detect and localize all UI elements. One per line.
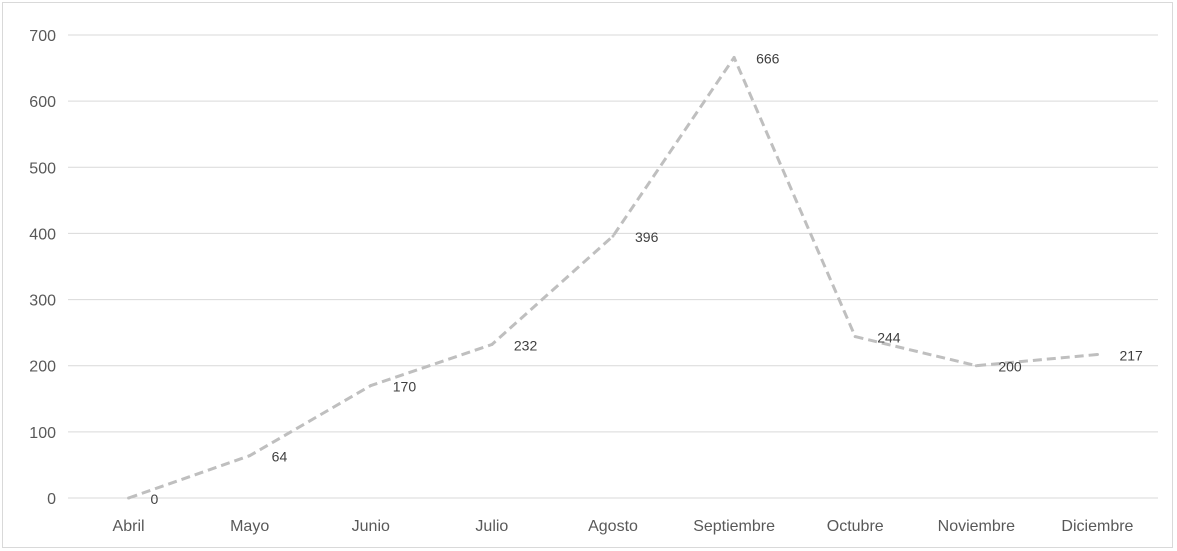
y-tick-label: 600 <box>29 94 56 111</box>
x-tick-label: Septiembre <box>693 518 775 535</box>
x-tick-label: Mayo <box>230 518 269 535</box>
data-label: 244 <box>877 330 901 346</box>
y-tick-label: 400 <box>29 226 56 243</box>
y-tick-label: 500 <box>29 160 56 177</box>
x-axis-tick-labels: Abril Mayo Junio Julio Agosto Septiembre Octub… <box>113 518 1134 535</box>
data-label: 170 <box>393 379 417 395</box>
data-labels: 0 64 170 232 396 666 244 200 217 <box>151 50 1143 507</box>
x-tick-label: Agosto <box>588 518 638 535</box>
x-tick-label: Octubre <box>827 518 884 535</box>
data-point <box>974 364 978 368</box>
data-label: 200 <box>998 359 1022 375</box>
data-point <box>369 384 373 388</box>
y-tick-label: 700 <box>29 28 56 45</box>
x-tick-label: Junio <box>352 518 390 535</box>
data-label: 0 <box>151 491 159 507</box>
data-point <box>611 234 615 238</box>
data-label: 232 <box>514 338 538 354</box>
data-point <box>127 496 131 500</box>
data-point <box>732 55 736 59</box>
x-tick-label: Noviembre <box>938 518 1015 535</box>
y-axis-tick-labels: 0 100 200 300 400 500 600 700 <box>29 28 56 508</box>
y-tick-label: 0 <box>47 491 56 508</box>
x-tick-label: Diciembre <box>1061 518 1133 535</box>
x-tick-label: Julio <box>475 518 508 535</box>
y-tick-label: 300 <box>29 293 56 310</box>
data-point <box>1095 352 1099 356</box>
gridlines <box>68 34 1158 499</box>
data-label: 64 <box>272 449 288 465</box>
data-point <box>853 335 857 339</box>
y-tick-label: 200 <box>29 359 56 376</box>
series-line <box>128 56 1098 500</box>
series-line-group <box>127 55 1099 500</box>
x-tick-label: Abril <box>113 518 145 535</box>
data-label: 666 <box>756 50 780 66</box>
data-label: 396 <box>635 229 659 245</box>
data-point <box>248 454 252 458</box>
data-point <box>490 343 494 347</box>
data-label: 217 <box>1119 347 1143 363</box>
y-tick-label: 100 <box>29 425 56 442</box>
